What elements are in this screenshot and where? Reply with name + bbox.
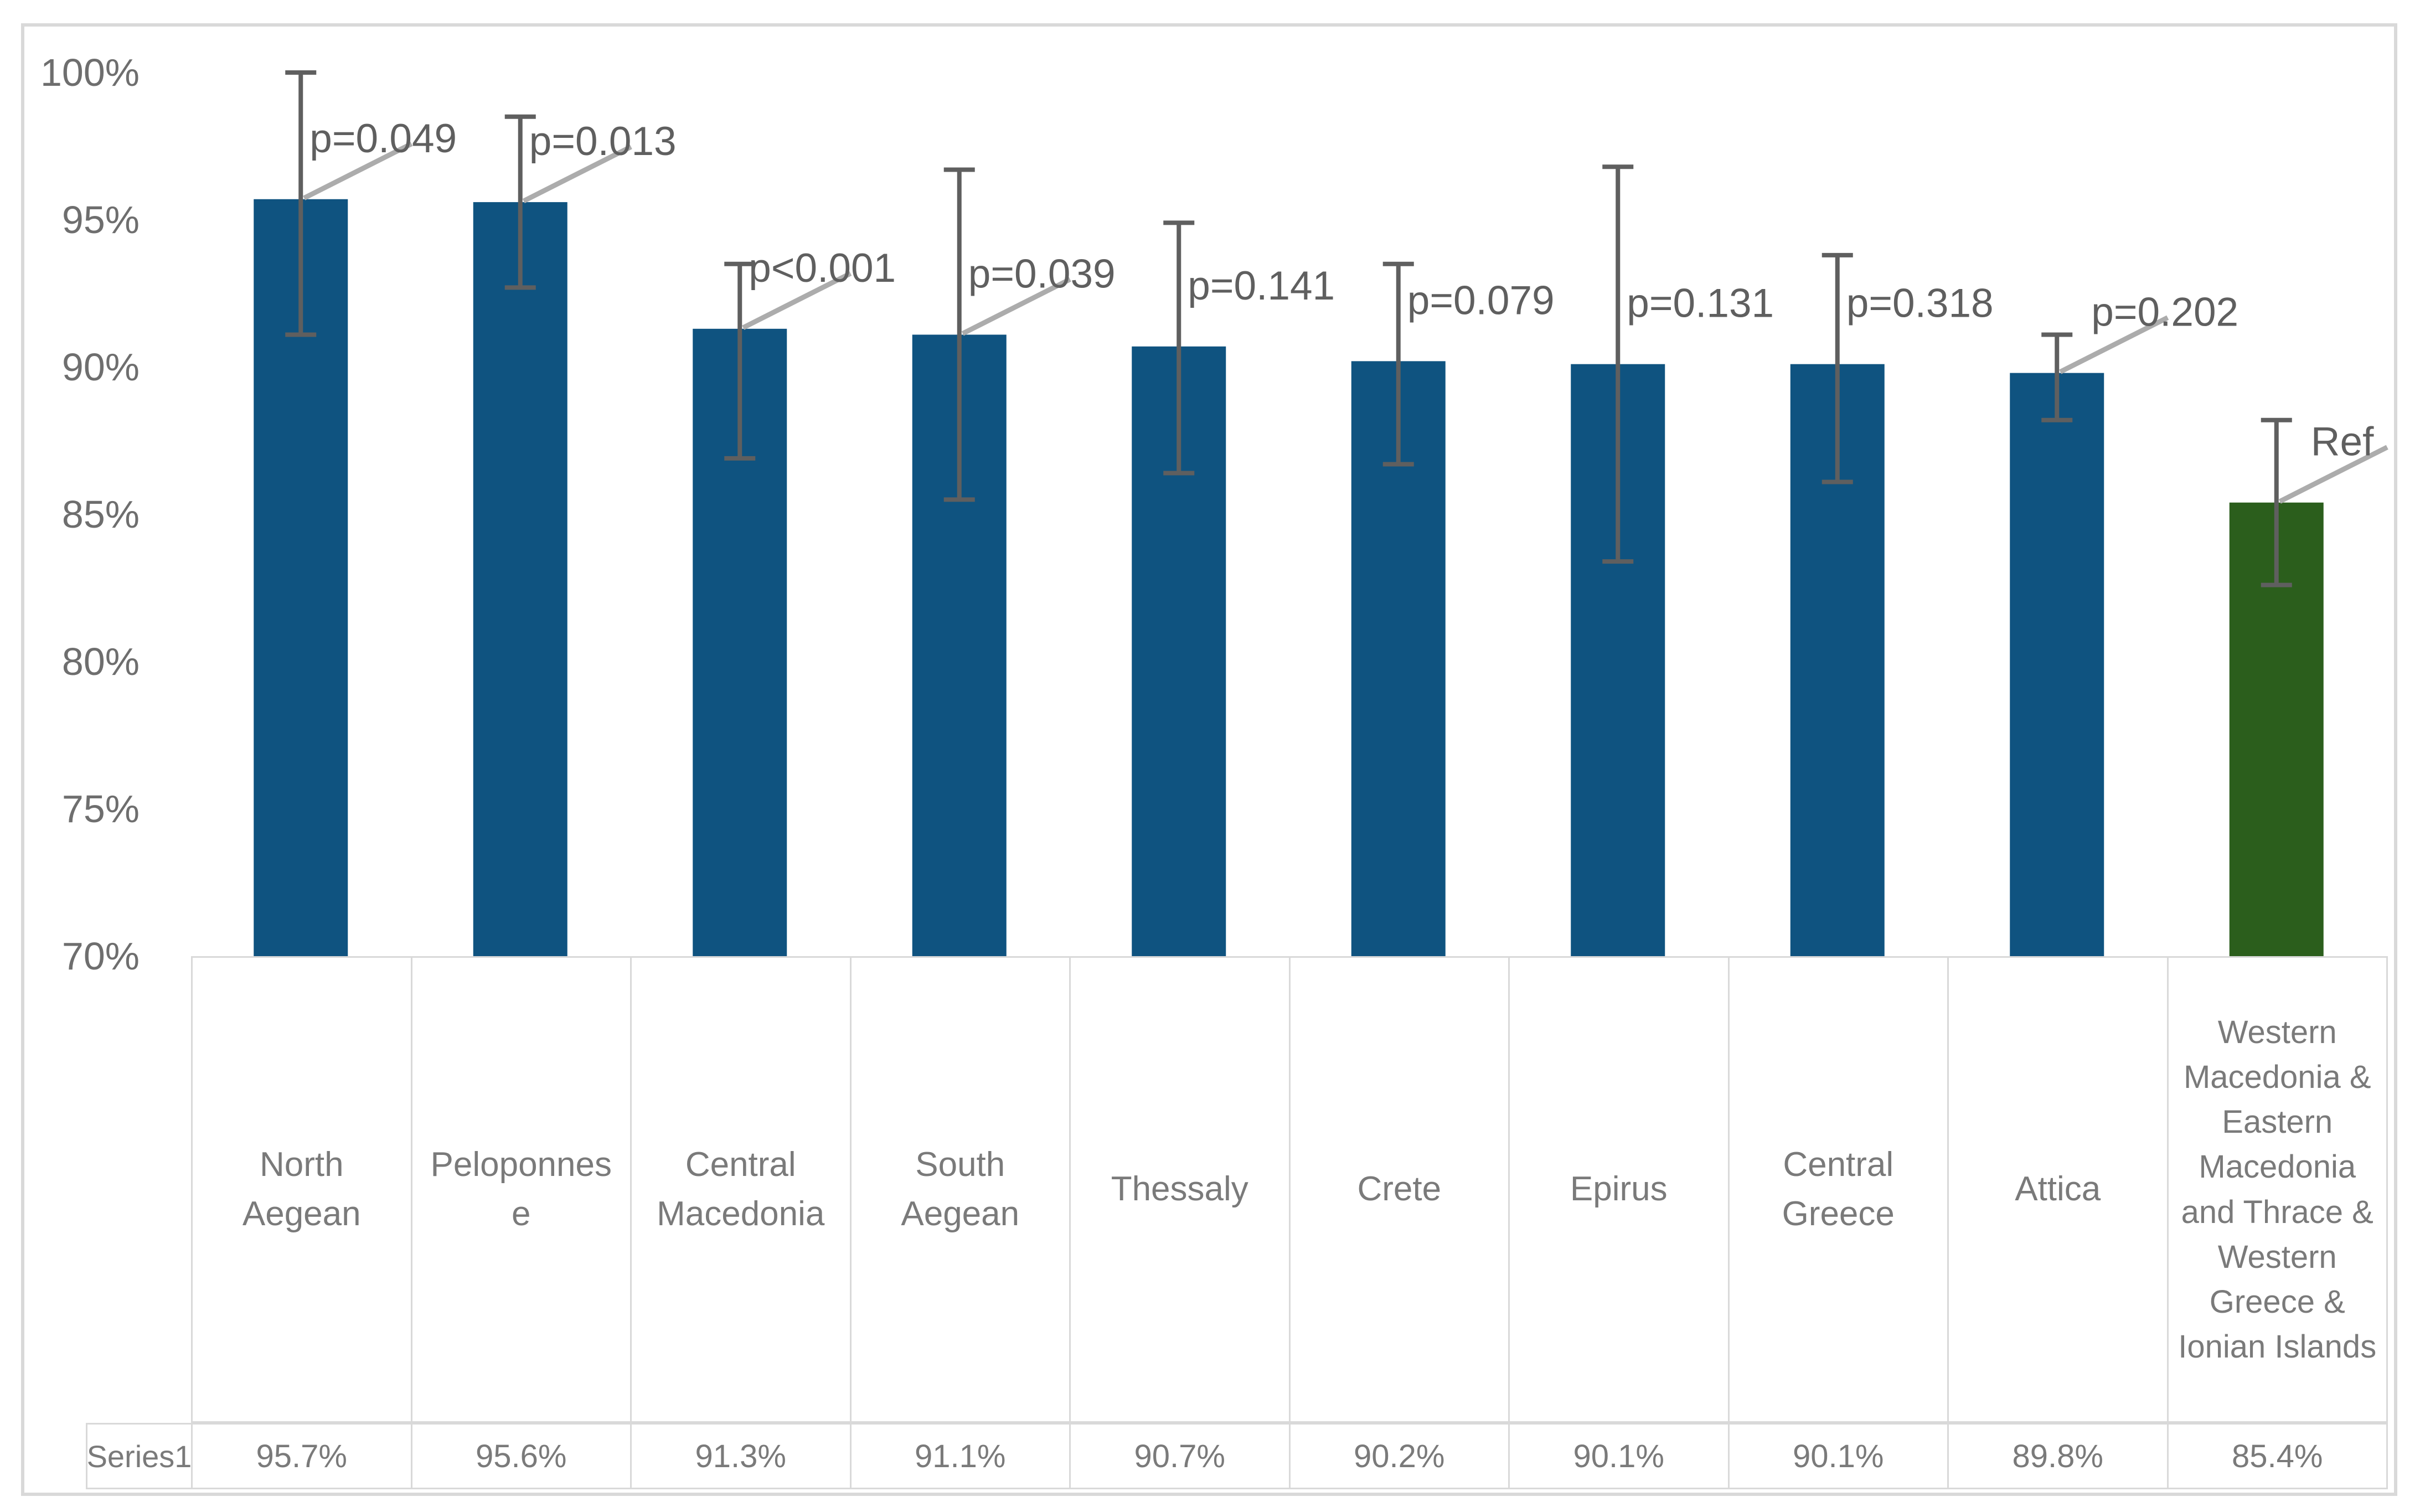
series-row-header: Series1 — [86, 1423, 193, 1489]
p-value-label: p=0.013 — [529, 119, 677, 164]
series-value-cell-text: 90.7% — [1134, 1438, 1225, 1474]
series-value-cell-text: 90.1% — [1793, 1438, 1884, 1474]
bar — [2010, 373, 2104, 956]
category-cell: Western Macedonia & Eastern Macedonia an… — [2166, 956, 2388, 1423]
series-value-cell: 95.7% — [191, 1423, 412, 1489]
category-cell-text: Central Greece — [1782, 1145, 1895, 1233]
p-value-label: p=0.049 — [309, 116, 457, 161]
label-leader-line — [2059, 315, 2169, 374]
y-tick-label: 75% — [62, 787, 140, 830]
label-leader-line — [522, 145, 632, 204]
label-leader-line — [303, 141, 413, 200]
series-value-cell: 90.1% — [1727, 1423, 1949, 1489]
series-value-cell-text: 90.2% — [1354, 1438, 1445, 1474]
series-value-cell-text: 91.3% — [695, 1438, 786, 1474]
series-value-cell-text: 90.1% — [1573, 1438, 1664, 1474]
series-value-cell: 95.6% — [410, 1423, 632, 1489]
y-tick-label: 95% — [62, 198, 140, 241]
category-cell-text: Western Macedonia & Eastern Macedonia an… — [2178, 1014, 2377, 1365]
series-value-cell-text: 85.4% — [2232, 1438, 2323, 1474]
label-leader-line — [742, 271, 852, 330]
category-cell: Thessaly — [1069, 956, 1291, 1423]
series-value-cell-text: 95.6% — [476, 1438, 567, 1474]
series-value-cell-text: 89.8% — [2012, 1438, 2103, 1474]
series-value-cell: 90.2% — [1288, 1423, 1510, 1489]
y-tick-label: 90% — [62, 345, 140, 389]
category-cell-text: Central Macedonia — [657, 1145, 825, 1233]
category-cell-text: Peloponnese — [430, 1145, 612, 1233]
y-tick-label: 80% — [62, 640, 140, 683]
series-value-cell-text: 95.7% — [256, 1438, 347, 1474]
series-row-header-text: Series1 — [86, 1438, 192, 1474]
category-cell: Central Greece — [1727, 956, 1949, 1423]
category-cell: Epirus — [1508, 956, 1730, 1423]
p-value-label: p=0.131 — [1627, 281, 1774, 326]
p-value-label: p=0.202 — [2091, 290, 2238, 335]
label-leader-line — [2278, 445, 2388, 504]
p-value-label: Ref — [2311, 420, 2374, 465]
category-cell-text: Epirus — [1570, 1170, 1668, 1209]
series-value-cell: 89.8% — [1947, 1423, 2169, 1489]
y-tick-label: 85% — [62, 493, 140, 536]
p-value-label: p=0.318 — [1846, 281, 1994, 326]
category-cell-text: Thessaly — [1111, 1170, 1248, 1209]
category-cell: Peloponnese — [410, 956, 632, 1423]
category-cell-text: North Aegean — [242, 1145, 361, 1233]
bar — [473, 202, 567, 957]
category-cell: Crete — [1288, 956, 1510, 1423]
category-cell: South Aegean — [849, 956, 1071, 1423]
y-tick-label: 100% — [40, 51, 140, 94]
series-value-cell: 91.3% — [630, 1423, 852, 1489]
label-leader-line — [961, 277, 1071, 336]
series-value-cell: 90.7% — [1069, 1423, 1291, 1489]
y-tick-label: 70% — [62, 935, 140, 978]
category-cell-text: Attica — [2015, 1170, 2101, 1209]
series-value-cell: 91.1% — [849, 1423, 1071, 1489]
p-value-label: p<0.001 — [749, 246, 896, 291]
category-cell: Attica — [1947, 956, 2169, 1423]
category-cell-text: South Aegean — [901, 1145, 1020, 1233]
series-value-cell-text: 91.1% — [915, 1438, 1006, 1474]
p-value-label: p=0.039 — [968, 251, 1116, 296]
series-value-cell: 90.1% — [1508, 1423, 1730, 1489]
category-cell: North Aegean — [191, 956, 412, 1423]
p-value-label: p=0.079 — [1407, 278, 1555, 323]
p-value-label: p=0.141 — [1188, 264, 1335, 308]
series-value-cell: 85.4% — [2166, 1423, 2388, 1489]
category-cell-text: Crete — [1357, 1170, 1442, 1209]
category-cell: Central Macedonia — [630, 956, 852, 1423]
